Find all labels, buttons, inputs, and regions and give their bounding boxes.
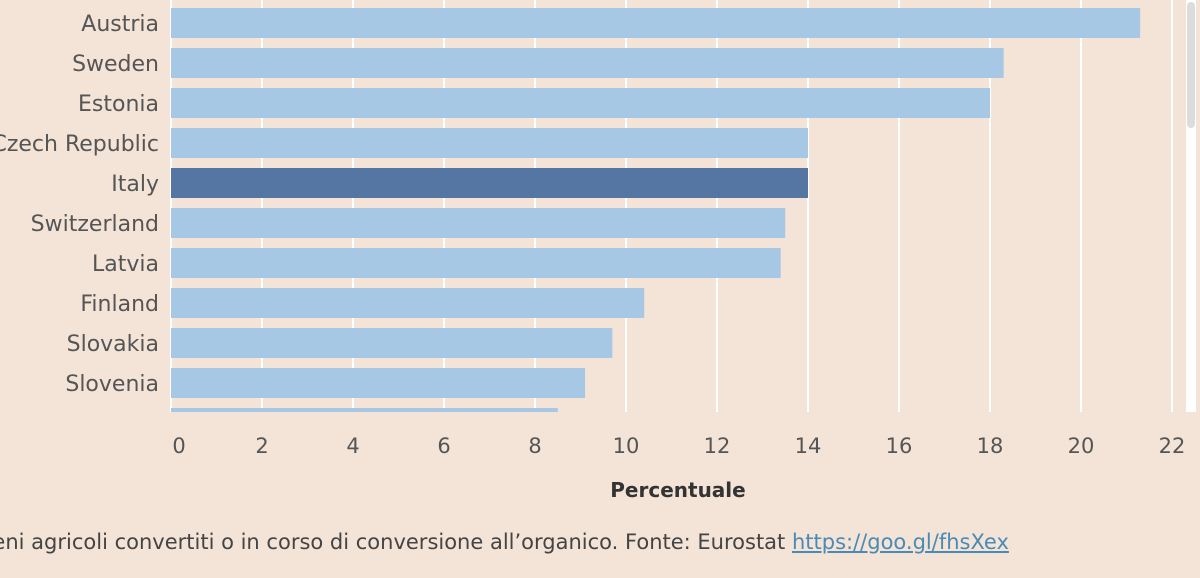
- x-tick-label-20: 20: [1068, 434, 1095, 458]
- category-labels-group: Austria Sweden Estonia Czech Republic Italy S…: [0, 12, 159, 437]
- x-tick-label-8: 8: [528, 434, 541, 458]
- bars-group: [171, 8, 1141, 412]
- bar-latvia: [171, 248, 781, 278]
- category-label-slovenia: Slovenia: [65, 372, 159, 397]
- bar-switzerland: [171, 208, 786, 238]
- bar-slovakia: [171, 328, 613, 358]
- x-tick-label-22: 22: [1159, 434, 1186, 458]
- chart-svg: Austria Sweden Estonia Czech Republic Italy S…: [0, 0, 1186, 502]
- bar-italy: [171, 168, 808, 198]
- x-tick-label-18: 18: [977, 434, 1004, 458]
- category-label-spain: Spain: [98, 412, 159, 437]
- x-tick-label-16: 16: [886, 434, 913, 458]
- category-label-switzerland: Switzerland: [31, 212, 159, 237]
- category-label-slovakia: Slovakia: [67, 332, 159, 357]
- bar-slovenia: [171, 368, 586, 398]
- caption: rreni agricoli convertiti o in corso di …: [0, 530, 1009, 554]
- bar-sweden: [171, 48, 1004, 78]
- source-link[interactable]: https://goo.gl/fhsXex: [791, 530, 1009, 554]
- x-tick-label-12: 12: [704, 434, 731, 458]
- bar-chart: Austria Sweden Estonia Czech Republic Italy S…: [0, 0, 1186, 502]
- bar-finland: [171, 288, 645, 318]
- bar-austria: [171, 8, 1141, 38]
- scrollbar-track[interactable]: [1186, 0, 1196, 412]
- category-label-italy: Italy: [111, 172, 159, 197]
- x-axis-title: Percentuale: [610, 478, 745, 502]
- x-tick-label-0: 0: [172, 434, 185, 458]
- x-tick-label-14: 14: [795, 434, 822, 458]
- bar-spain: [171, 408, 558, 412]
- category-label-sweden: Sweden: [72, 52, 159, 77]
- x-tick-label-10: 10: [613, 434, 640, 458]
- category-label-estonia: Estonia: [78, 92, 159, 117]
- x-tick-label-4: 4: [346, 434, 359, 458]
- bar-estonia: [171, 88, 990, 118]
- category-label-austria: Austria: [81, 12, 159, 37]
- x-tick-label-6: 6: [437, 434, 450, 458]
- category-label-czech-republic: Czech Republic: [0, 132, 159, 157]
- caption-text: rreni agricoli convertiti o in corso di …: [0, 530, 792, 554]
- category-label-latvia: Latvia: [92, 252, 159, 277]
- category-label-finland: Finland: [80, 292, 159, 317]
- bar-czech-republic: [171, 128, 808, 158]
- x-tick-label-2: 2: [255, 434, 268, 458]
- scrollbar-thumb[interactable]: [1187, 2, 1195, 128]
